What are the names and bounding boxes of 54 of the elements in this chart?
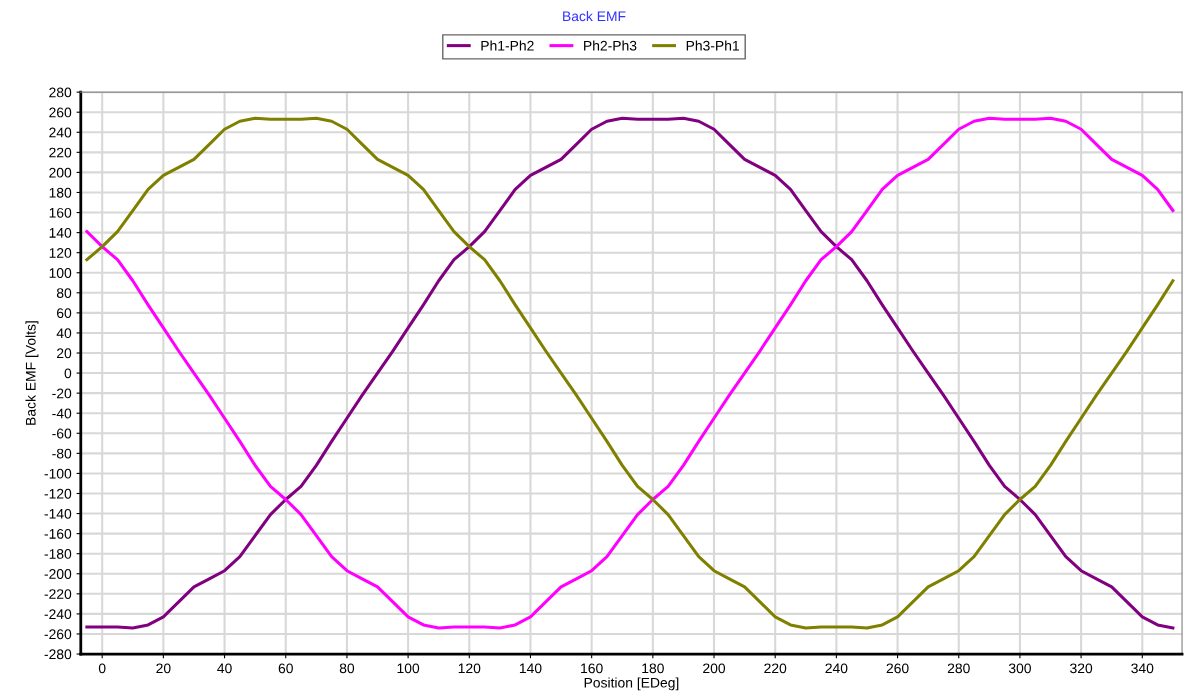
x-tick-label: 100: [397, 663, 420, 674]
y-tick-label: -280: [44, 649, 72, 660]
chart-title: Back EMF: [563, 10, 626, 22]
y-tick-label: -200: [44, 569, 72, 579]
x-tick-label: 140: [519, 663, 542, 674]
x-tick-label: 200: [703, 663, 726, 674]
y-tick-label: -40: [52, 408, 72, 419]
x-tick-label: 120: [458, 663, 481, 674]
x-tick-label: 260: [886, 663, 909, 674]
x-tick-label: 60: [278, 663, 293, 674]
y-tick-label: 60: [57, 308, 72, 319]
x-tick-label: 0: [98, 663, 106, 674]
y-tick-label: -140: [44, 508, 72, 519]
y-tick-label: 120: [49, 248, 72, 258]
y-tick-label: 40: [56, 328, 72, 339]
x-tick-label: 300: [1008, 663, 1031, 674]
x-tick-label: 160: [581, 663, 603, 674]
x-tick-label: 40: [217, 663, 232, 674]
y-tick-label: -180: [44, 549, 72, 559]
y-tick-label: 240: [49, 127, 72, 138]
y-tick-label: 260: [49, 107, 72, 118]
y-tick-label: -60: [52, 428, 72, 439]
x-tick-label: 340: [1131, 663, 1154, 674]
y-tick-label: 220: [49, 147, 72, 158]
x-tick-label: 180: [642, 663, 664, 674]
y-tick-label: -220: [44, 589, 72, 599]
x-tick-label: 320: [1070, 663, 1093, 674]
y-tick-label: -20: [52, 388, 72, 399]
y-tick-label: -80: [52, 448, 72, 459]
y-tick-label: 160: [49, 207, 72, 218]
x-axis-title: Position [EDeg]: [584, 677, 679, 691]
y-tick-label: 80: [56, 288, 72, 298]
y-tick-label: 280: [49, 87, 72, 98]
x-tick-label: 240: [825, 663, 848, 674]
y-tick-label: 200: [49, 167, 72, 178]
y-tick-label: 140: [49, 227, 72, 238]
y-tick-label: -160: [44, 528, 72, 539]
y-tick-label: -260: [44, 629, 72, 640]
y-axis-title: Back EMF [Volts]: [25, 321, 39, 425]
x-tick-label: 220: [764, 663, 787, 674]
y-tick-label: 180: [49, 187, 72, 198]
y-tick-label: 0: [64, 368, 72, 379]
legend-label: Ph3-Ph1: [686, 40, 739, 51]
y-tick-label: -240: [44, 609, 72, 620]
y-tick-label: 20: [57, 348, 72, 359]
x-tick-label: 80: [339, 663, 355, 674]
legend-label: Ph2-Ph3: [584, 40, 637, 51]
y-tick-label: -120: [44, 488, 72, 499]
x-tick-label: 20: [156, 663, 171, 674]
y-tick-label: 100: [49, 268, 72, 278]
legend-label: Ph1-Ph2: [481, 40, 534, 51]
y-tick-label: -100: [44, 468, 72, 479]
line-series: [85, 116, 1175, 630]
x-tick-label: 280: [947, 663, 970, 674]
